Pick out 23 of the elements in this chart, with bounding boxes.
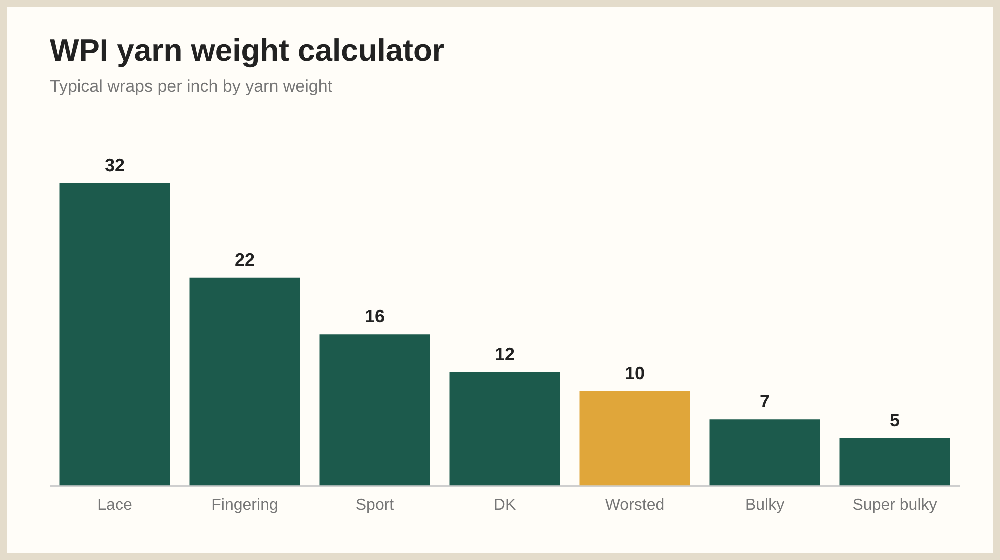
data-label: 7 — [760, 392, 770, 412]
data-label: 22 — [234, 250, 256, 270]
bar — [320, 334, 430, 486]
x-tick-label: Bulky — [745, 496, 785, 514]
data-label: 16 — [364, 306, 386, 327]
x-tick-label: Fingering — [212, 496, 278, 514]
chart-title: WPI yarn weight calculator — [50, 33, 444, 69]
bar — [840, 438, 950, 486]
x-tick-label: DK — [494, 496, 516, 514]
x-tick-label: Worsted — [605, 496, 665, 514]
bar — [580, 391, 690, 486]
x-tick-label: Super bulky — [852, 496, 938, 514]
x-tick-label: Sport — [356, 496, 395, 514]
chart-subtitle: Typical wraps per inch by yarn weight — [50, 77, 333, 97]
data-label: 32 — [104, 155, 126, 176]
bar — [450, 372, 560, 486]
bar — [710, 420, 820, 486]
data-label: 10 — [624, 363, 646, 384]
data-label: 5 — [890, 410, 900, 431]
bar — [190, 278, 300, 486]
x-tick-label: Lace — [98, 496, 132, 514]
bar — [60, 183, 170, 486]
data-label: 12 — [494, 344, 516, 364]
